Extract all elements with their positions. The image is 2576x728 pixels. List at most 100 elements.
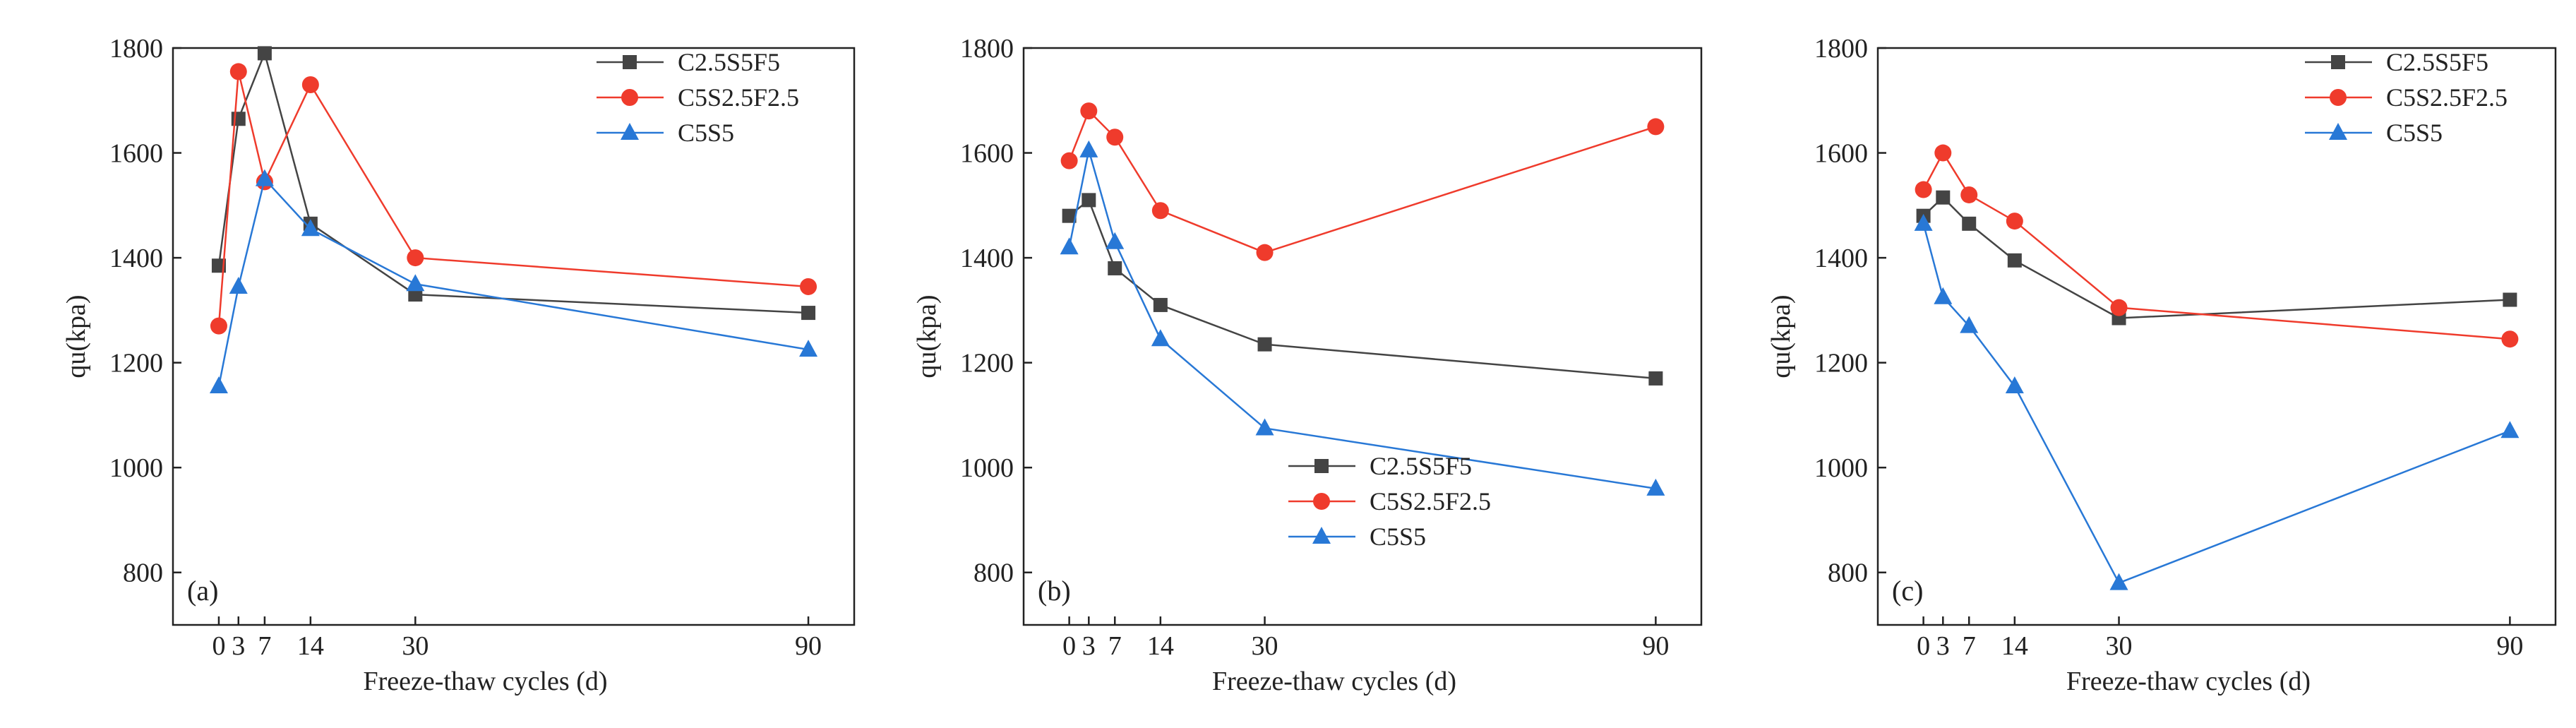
panel-b: 800 1000 1200 1400 1600 1800 0 3 7 14 30 90 Freeze-t… — [912, 34, 1703, 696]
y-tick-label: 800 — [974, 559, 1014, 588]
data-point — [1936, 190, 1951, 205]
legend-marker — [1314, 459, 1329, 473]
x-tick-label: 14 — [1147, 631, 1174, 661]
legend-marker — [2331, 55, 2345, 69]
series-C2.5S5F5 — [1916, 190, 2517, 326]
y-axis-title: qu(kpa) — [61, 294, 91, 378]
data-point — [1934, 287, 1953, 304]
data-point — [1060, 152, 1078, 169]
plot-frame — [1876, 47, 2557, 626]
legend-marker — [623, 55, 637, 69]
data-point — [2005, 376, 2024, 394]
data-point — [1153, 297, 1168, 312]
x-tick-label: 7 — [258, 631, 271, 661]
data-point — [1646, 478, 1665, 496]
y-tick-label: 1200 — [960, 349, 1014, 378]
data-point — [1106, 129, 1124, 146]
legend-label: C5S5 — [2386, 119, 2443, 147]
data-point — [2501, 330, 2519, 348]
y-tick-label: 1000 — [109, 453, 163, 483]
series-C2.5S5F5 — [1062, 193, 1663, 386]
data-point — [800, 278, 817, 295]
series-line — [217, 71, 809, 326]
data-point — [1082, 193, 1096, 208]
data-point — [2109, 573, 2128, 590]
data-point — [1962, 216, 1977, 231]
data-point — [1256, 244, 1274, 261]
data-point — [209, 376, 228, 394]
x-tick-label: 30 — [402, 631, 429, 661]
series-line — [217, 50, 809, 314]
y-axis-title: qu(kpa) — [1766, 294, 1796, 378]
legend-marker — [2329, 123, 2347, 140]
series-C5S5 — [209, 169, 818, 394]
data-point — [257, 46, 272, 61]
series-line — [1068, 109, 1656, 253]
x-tick-label: 7 — [1108, 631, 1122, 661]
series-line — [1068, 150, 1656, 490]
y-tick-label: 1600 — [1814, 139, 1868, 169]
y-tick-label: 1400 — [960, 244, 1014, 273]
x-axis-title: Freeze-thaw cycles (d) — [1212, 667, 1456, 696]
data-point — [1151, 202, 1169, 220]
y-axis-title: qu(kpa) — [912, 294, 942, 378]
legend-marker — [621, 89, 638, 106]
x-tick-label: 3 — [1936, 631, 1950, 661]
legend-label: C5S5 — [1370, 523, 1426, 551]
data-point — [1914, 213, 1933, 231]
x-tick-label: 0 — [212, 631, 225, 661]
x-tick-label: 90 — [2496, 631, 2523, 661]
legend-label: C5S2.5F2.5 — [1370, 487, 1491, 515]
data-point — [229, 276, 248, 294]
data-point — [1080, 102, 1098, 120]
x-tick-label: 14 — [2001, 631, 2028, 661]
data-point — [1960, 186, 1978, 203]
series-C5S2.5F2.5 — [1060, 102, 1665, 261]
plot-frame — [172, 47, 856, 626]
y-tick-label: 1800 — [960, 34, 1014, 64]
legend-marker — [621, 123, 639, 140]
data-point — [1934, 144, 1952, 162]
legend-label: C5S5 — [678, 119, 734, 147]
series-C5S5 — [1914, 213, 2520, 590]
plot-frame — [1022, 47, 1703, 626]
panel-a: 800 1000 1200 1400 1600 1800 0 3 7 14 30 90 Freeze-t… — [61, 34, 856, 696]
data-point — [255, 169, 274, 186]
y-tick-label: 1600 — [960, 139, 1014, 169]
data-point — [1108, 261, 1122, 275]
y-tick-label: 800 — [123, 559, 163, 588]
panel-label: (a) — [187, 575, 218, 607]
data-point — [210, 317, 227, 335]
data-point — [2500, 421, 2520, 438]
y-tick-label: 800 — [1828, 559, 1868, 588]
data-point — [301, 219, 320, 237]
legend-marker — [2330, 89, 2347, 106]
legend-label: C2.5S5F5 — [678, 48, 780, 76]
y-tick-label: 1600 — [109, 139, 163, 169]
data-point — [1151, 329, 1170, 347]
data-point — [799, 340, 818, 357]
data-point — [1106, 232, 1125, 249]
series-line — [1922, 223, 2510, 585]
legend-label: C2.5S5F5 — [2386, 48, 2488, 76]
x-tick-label: 30 — [1252, 631, 1278, 661]
legend: C2.5S5F5 C5S2.5F2.5 C5S5 — [597, 48, 799, 147]
series-line — [217, 177, 809, 387]
x-tick-label: 3 — [1082, 631, 1096, 661]
legend-label: C5S2.5F2.5 — [678, 83, 799, 112]
panel-c: 800 1000 1200 1400 1600 1800 0 3 7 14 30 90 Freeze-t… — [1766, 34, 2557, 696]
data-point — [2110, 299, 2128, 316]
data-point — [1960, 316, 1979, 333]
series-line — [1068, 198, 1656, 380]
x-tick-label: 3 — [232, 631, 245, 661]
legend-marker — [1312, 527, 1331, 544]
data-point — [229, 63, 247, 80]
data-point — [801, 306, 816, 321]
y-tick-label: 1200 — [109, 349, 163, 378]
y-tick-label: 1400 — [109, 244, 163, 273]
data-point — [2007, 253, 2022, 268]
legend: C2.5S5F5 C5S2.5F2.5 C5S5 — [1288, 452, 1491, 551]
legend-marker — [1313, 493, 1330, 510]
data-point — [1060, 237, 1079, 255]
